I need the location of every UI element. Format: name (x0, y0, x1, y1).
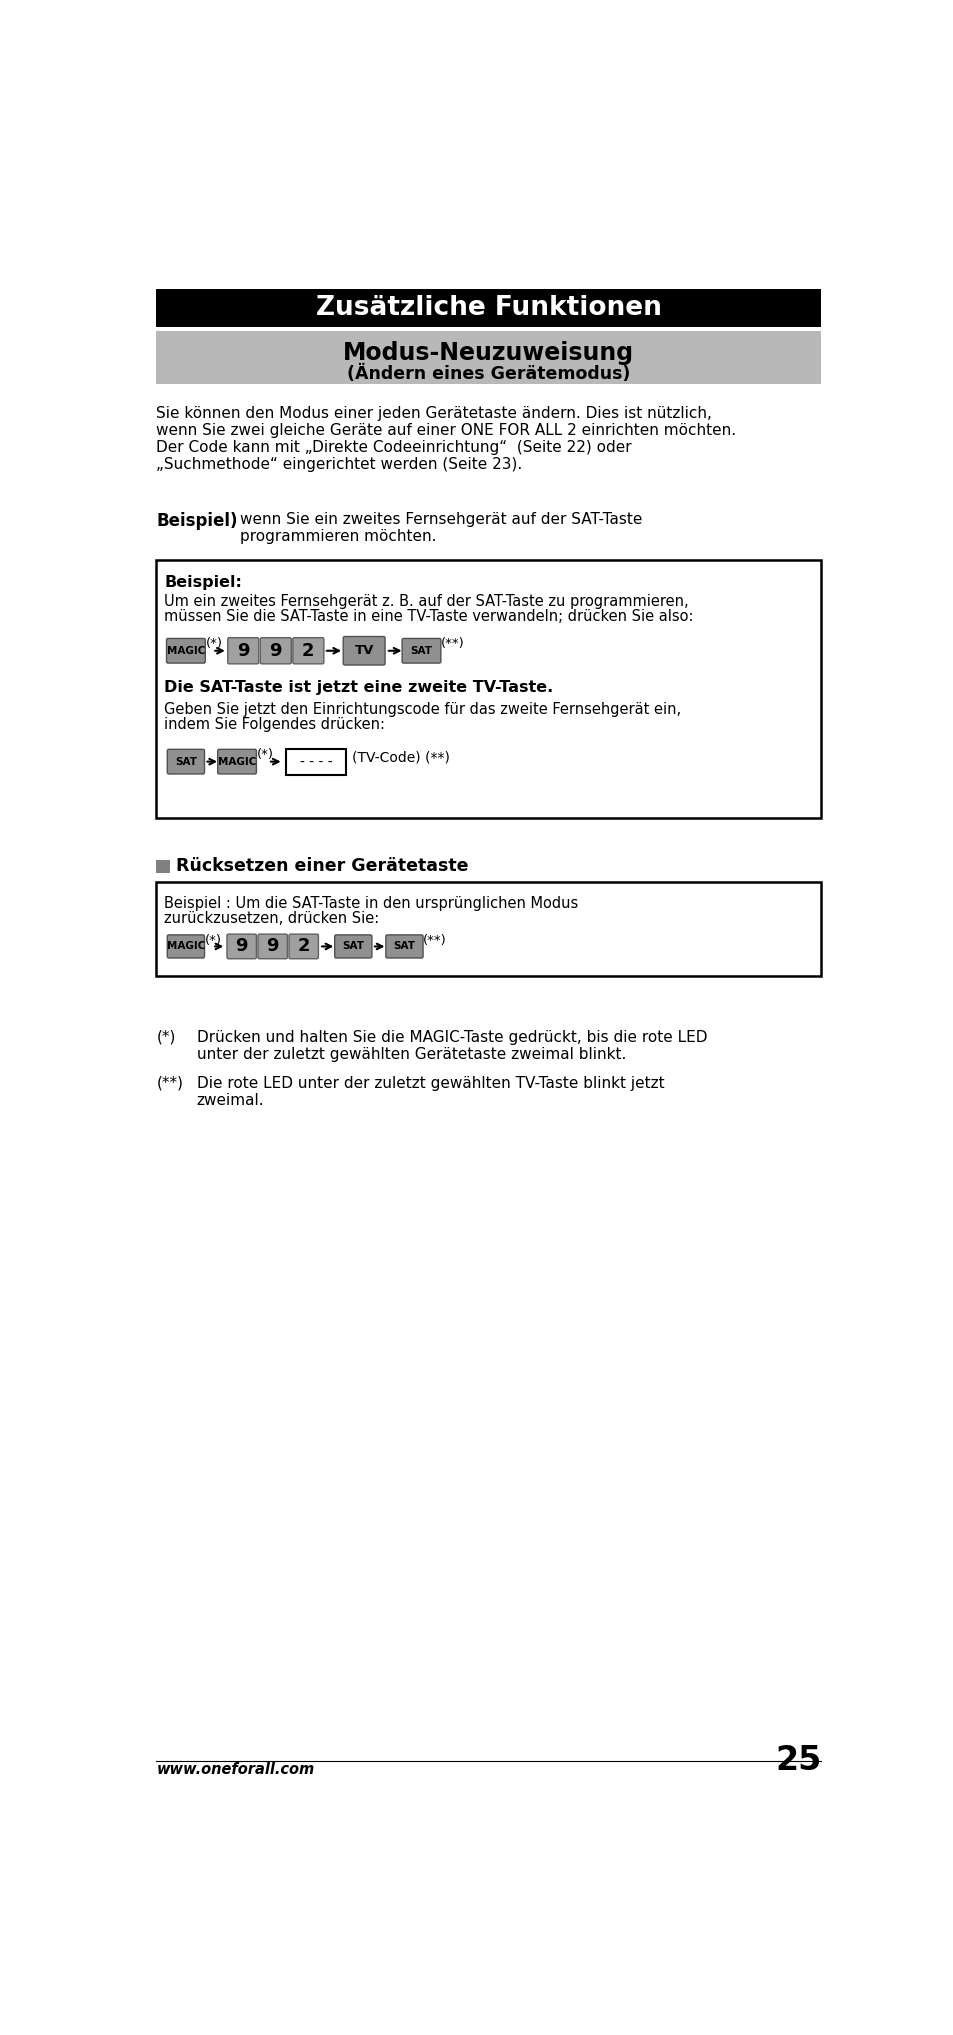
Text: Die SAT-Taste ist jetzt eine zweite TV-Taste.: Die SAT-Taste ist jetzt eine zweite TV-T… (164, 680, 553, 696)
FancyBboxPatch shape (343, 637, 385, 665)
Text: 2: 2 (297, 938, 310, 956)
Text: müssen Sie die SAT-Taste in eine TV-Taste verwandeln; drücken Sie also:: müssen Sie die SAT-Taste in eine TV-Tast… (164, 608, 693, 625)
Text: (**): (**) (422, 934, 446, 946)
Text: 25: 25 (774, 1744, 821, 1777)
Text: (**): (**) (156, 1077, 183, 1091)
Bar (286, 749, 346, 775)
Text: MAGIC: MAGIC (217, 757, 256, 767)
Text: Rücksetzen einer Gerätetaste: Rücksetzen einer Gerätetaste (175, 857, 468, 875)
Bar (156, 332, 821, 383)
FancyBboxPatch shape (167, 639, 205, 663)
FancyBboxPatch shape (385, 934, 422, 958)
Text: (*): (*) (256, 749, 274, 761)
FancyBboxPatch shape (293, 637, 323, 663)
Text: (*): (*) (205, 934, 222, 946)
Text: Modus-Neuzuweisung: Modus-Neuzuweisung (343, 340, 634, 364)
Text: „Suchmethode“ eingerichtet werden (Seite 23).: „Suchmethode“ eingerichtet werden (Seite… (156, 456, 522, 472)
Text: 2: 2 (302, 641, 314, 659)
Text: MAGIC: MAGIC (167, 942, 205, 952)
FancyBboxPatch shape (335, 934, 372, 958)
Text: indem Sie Folgendes drücken:: indem Sie Folgendes drücken: (164, 716, 385, 733)
FancyBboxPatch shape (227, 934, 256, 958)
Bar (156, 289, 821, 328)
Text: Der Code kann mit „Direkte Codeeinrichtung“  (Seite 22) oder: Der Code kann mit „Direkte Codeeinrichtu… (156, 440, 632, 454)
Text: unter der zuletzt gewählten Gerätetaste zweimal blinkt.: unter der zuletzt gewählten Gerätetaste … (196, 1046, 625, 1062)
Bar (156, 881, 821, 975)
FancyBboxPatch shape (289, 934, 318, 958)
Text: SAT: SAT (174, 757, 196, 767)
Text: Um ein zweites Fernsehgerät z. B. auf der SAT-Taste zu programmieren,: Um ein zweites Fernsehgerät z. B. auf de… (164, 594, 688, 608)
FancyBboxPatch shape (228, 637, 258, 663)
Text: MAGIC: MAGIC (167, 645, 205, 655)
Text: programmieren möchten.: programmieren möchten. (240, 529, 436, 543)
Text: 9: 9 (266, 938, 278, 956)
Text: Sie können den Modus einer jeden Gerätetaste ändern. Dies ist nützlich,: Sie können den Modus einer jeden Gerätet… (156, 405, 712, 421)
Text: SAT: SAT (342, 942, 364, 952)
Text: Beispiel : Um die SAT-Taste in den ursprünglichen Modus: Beispiel : Um die SAT-Taste in den urspr… (164, 895, 578, 910)
FancyBboxPatch shape (167, 749, 204, 773)
FancyBboxPatch shape (217, 749, 256, 773)
Text: 9: 9 (270, 641, 282, 659)
Text: zurückzusetzen, drücken Sie:: zurückzusetzen, drücken Sie: (164, 912, 379, 926)
Text: Drücken und halten Sie die MAGIC-Taste gedrückt, bis die rote LED: Drücken und halten Sie die MAGIC-Taste g… (196, 1030, 706, 1044)
FancyBboxPatch shape (167, 934, 204, 958)
Text: (TV-Code) (**): (TV-Code) (**) (352, 751, 449, 765)
Text: 9: 9 (236, 641, 250, 659)
Text: Beispiel:: Beispiel: (164, 576, 242, 590)
FancyBboxPatch shape (260, 637, 291, 663)
Text: Die rote LED unter der zuletzt gewählten TV-Taste blinkt jetzt: Die rote LED unter der zuletzt gewählten… (196, 1077, 663, 1091)
Text: wenn Sie ein zweites Fernsehgerät auf der SAT-Taste: wenn Sie ein zweites Fernsehgerät auf de… (240, 513, 642, 527)
Text: (Ändern eines Gerätemodus): (Ändern eines Gerätemodus) (347, 364, 630, 383)
Text: Geben Sie jetzt den Einrichtungscode für das zweite Fernsehgerät ein,: Geben Sie jetzt den Einrichtungscode für… (164, 702, 680, 716)
Text: TV: TV (355, 645, 374, 657)
Text: Zusätzliche Funktionen: Zusätzliche Funktionen (315, 295, 661, 322)
Text: (*): (*) (206, 637, 223, 651)
Text: SAT: SAT (393, 942, 415, 952)
Text: 9: 9 (235, 938, 248, 956)
Text: www.oneforall.com: www.oneforall.com (156, 1762, 314, 1777)
Text: (**): (**) (440, 637, 464, 651)
Bar (156, 861, 170, 873)
Text: wenn Sie zwei gleiche Geräte auf einer ONE FOR ALL 2 einrichten möchten.: wenn Sie zwei gleiche Geräte auf einer O… (156, 423, 736, 438)
Text: - - - -: - - - - (299, 755, 332, 769)
Text: Beispiel): Beispiel) (156, 513, 237, 531)
FancyBboxPatch shape (402, 639, 440, 663)
FancyBboxPatch shape (257, 934, 287, 958)
Text: zweimal.: zweimal. (196, 1093, 264, 1107)
Text: SAT: SAT (410, 645, 432, 655)
Text: (*): (*) (156, 1030, 175, 1044)
Bar (156, 560, 821, 818)
